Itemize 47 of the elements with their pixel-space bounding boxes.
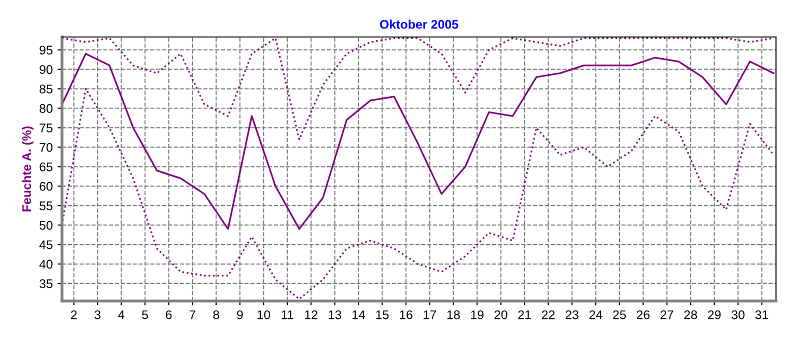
x-tick-label: 14 [352,310,366,320]
y-tick-label: 45 [39,240,52,250]
y-tick-label: 50 [40,220,52,230]
x-tick-label: 20 [494,310,508,320]
x-tick-label: 3 [94,310,101,320]
x-tick-label: 27 [660,310,674,320]
x-tick-label: 8 [213,310,220,320]
x-tick-label: 31 [755,310,768,320]
x-tick-label: 30 [732,310,745,320]
x-tick-label: 21 [518,310,531,320]
y-tick-label: 85 [40,84,52,94]
x-tick-label: 25 [613,310,626,320]
x-tick-label: 24 [589,310,602,320]
x-tick-label: 6 [166,310,172,320]
x-tick-label: 22 [542,310,555,320]
x-tick-label: 10 [258,310,270,320]
y-tick-label: 75 [40,124,52,132]
y-tick-label: 70 [40,142,52,152]
y-tick-label: 60 [40,182,52,191]
y-tick-label: 55 [40,202,52,210]
x-tick-label: 16 [400,310,412,320]
x-tick-label: 19 [471,310,484,320]
y-tick-label: 80 [40,104,52,113]
y-tick-label: 95 [40,46,52,54]
line-series [62,88,774,300]
chart-title: Oktober 2005 [380,20,458,29]
x-tick-label: 13 [328,310,342,320]
x-tick-label: 12 [305,310,318,320]
x-tick-label: 15 [376,310,389,320]
x-tick-label: 23 [566,310,578,320]
x-tick-label: 5 [142,310,148,320]
x-tick-label: 4 [118,310,124,320]
x-tick-label: 18 [447,310,460,320]
line-series [62,52,774,230]
y-tick-label: 35 [40,279,52,288]
x-tick-label: 11 [282,310,294,320]
y-tick-label: 40 [39,260,52,269]
y-tick-label: 90 [40,65,52,74]
x-tick-label: 17 [424,310,436,320]
x-tick-label: 29 [708,310,721,320]
y-axis-title: Feuchte A. (%) [22,126,34,212]
x-tick-label: 7 [190,310,196,320]
x-tick-label: 26 [636,310,650,320]
x-tick-label: 2 [71,310,77,320]
x-tick-label: 9 [237,310,243,320]
x-tick-label: 28 [684,310,698,320]
y-tick-label: 65 [40,162,52,172]
